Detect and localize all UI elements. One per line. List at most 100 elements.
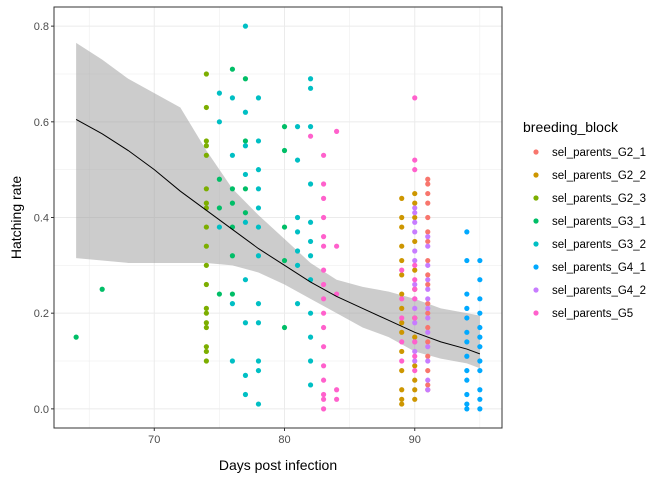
data-point xyxy=(412,214,418,221)
data-point xyxy=(425,214,431,221)
data-point xyxy=(412,358,418,364)
data-point xyxy=(307,334,314,340)
data-point xyxy=(399,320,405,326)
data-point xyxy=(477,324,483,331)
data-point xyxy=(320,234,327,240)
smooth-line xyxy=(75,118,481,355)
data-point xyxy=(216,224,222,230)
data-point xyxy=(412,367,418,374)
data-point xyxy=(320,267,327,273)
data-point xyxy=(203,305,209,311)
legend: breeding_block sel_parents_G2_1 sel_paren… xyxy=(523,119,646,320)
data-point xyxy=(399,305,405,311)
data-point xyxy=(203,344,209,350)
data-point xyxy=(203,324,209,331)
legend-label: sel_parents_G4_2 xyxy=(552,285,646,297)
data-point xyxy=(412,320,418,326)
legend-label: sel_parents_G3_2 xyxy=(552,239,646,251)
data-point xyxy=(334,243,340,249)
data-point xyxy=(281,324,288,331)
data-point xyxy=(412,219,418,225)
y-axis-ticks: 0.0 0.2 0.4 0.6 0.8 xyxy=(34,21,54,416)
data-point xyxy=(307,219,314,225)
data-point xyxy=(307,310,314,316)
data-point xyxy=(216,291,222,297)
data-point xyxy=(425,200,431,206)
data-point xyxy=(425,272,431,278)
data-point xyxy=(425,305,431,311)
data-point xyxy=(464,401,470,407)
data-point xyxy=(425,296,431,302)
data-point xyxy=(203,104,209,111)
data-point xyxy=(203,200,209,206)
confidence-band xyxy=(76,42,480,369)
data-point xyxy=(334,387,340,393)
data-point xyxy=(203,243,209,249)
data-point xyxy=(412,281,418,288)
data-point xyxy=(242,109,249,115)
data-point xyxy=(320,195,327,201)
confidence-band-layer xyxy=(76,42,480,369)
data-point xyxy=(242,171,249,178)
data-point xyxy=(425,262,431,268)
data-point xyxy=(203,281,209,288)
data-point xyxy=(203,224,209,230)
x-tick-label: 90 xyxy=(409,434,421,446)
data-point xyxy=(399,291,405,297)
data-point xyxy=(307,133,314,139)
data-point xyxy=(399,367,405,374)
data-point xyxy=(412,200,418,206)
smooth-line-layer xyxy=(75,118,481,355)
legend-title: breeding_block xyxy=(523,119,619,135)
y-tick-label: 0.0 xyxy=(34,404,49,416)
y-tick-label: 0.2 xyxy=(34,308,49,320)
data-point xyxy=(307,382,314,388)
data-point xyxy=(242,76,249,82)
data-point xyxy=(334,128,340,134)
data-point xyxy=(477,277,483,283)
data-point xyxy=(255,205,262,211)
data-point xyxy=(203,310,209,316)
x-axis-ticks: 70 80 90 xyxy=(148,428,421,446)
data-point xyxy=(425,190,431,197)
data-point xyxy=(477,344,483,350)
data-point xyxy=(412,157,418,163)
data-point xyxy=(464,329,470,335)
data-point xyxy=(242,391,249,398)
data-point xyxy=(412,248,418,254)
data-point xyxy=(477,396,483,402)
data-point xyxy=(477,296,483,302)
data-point xyxy=(320,344,327,350)
data-point xyxy=(399,396,405,402)
data-point xyxy=(229,253,236,259)
data-point xyxy=(399,329,405,335)
data-point xyxy=(320,391,327,398)
data-point xyxy=(281,147,288,154)
legend-key xyxy=(533,195,539,201)
data-point xyxy=(99,286,105,292)
legend-key xyxy=(533,310,539,316)
data-point xyxy=(425,257,431,264)
data-point xyxy=(242,219,249,225)
data-point xyxy=(425,324,431,331)
data-point xyxy=(281,224,288,230)
data-point xyxy=(320,310,327,316)
data-point xyxy=(399,387,405,393)
data-point xyxy=(255,320,262,326)
data-point xyxy=(425,277,431,283)
data-point xyxy=(412,396,418,402)
data-point xyxy=(216,90,222,96)
data-point xyxy=(464,353,470,359)
data-point xyxy=(294,157,301,163)
data-point xyxy=(281,257,288,264)
data-point xyxy=(73,334,79,340)
data-point xyxy=(412,377,418,383)
data-point xyxy=(464,257,470,264)
data-point xyxy=(412,305,418,311)
data-point xyxy=(242,186,249,192)
data-point xyxy=(464,377,470,383)
data-point xyxy=(477,406,483,412)
data-point xyxy=(255,253,262,259)
data-point xyxy=(255,186,262,192)
